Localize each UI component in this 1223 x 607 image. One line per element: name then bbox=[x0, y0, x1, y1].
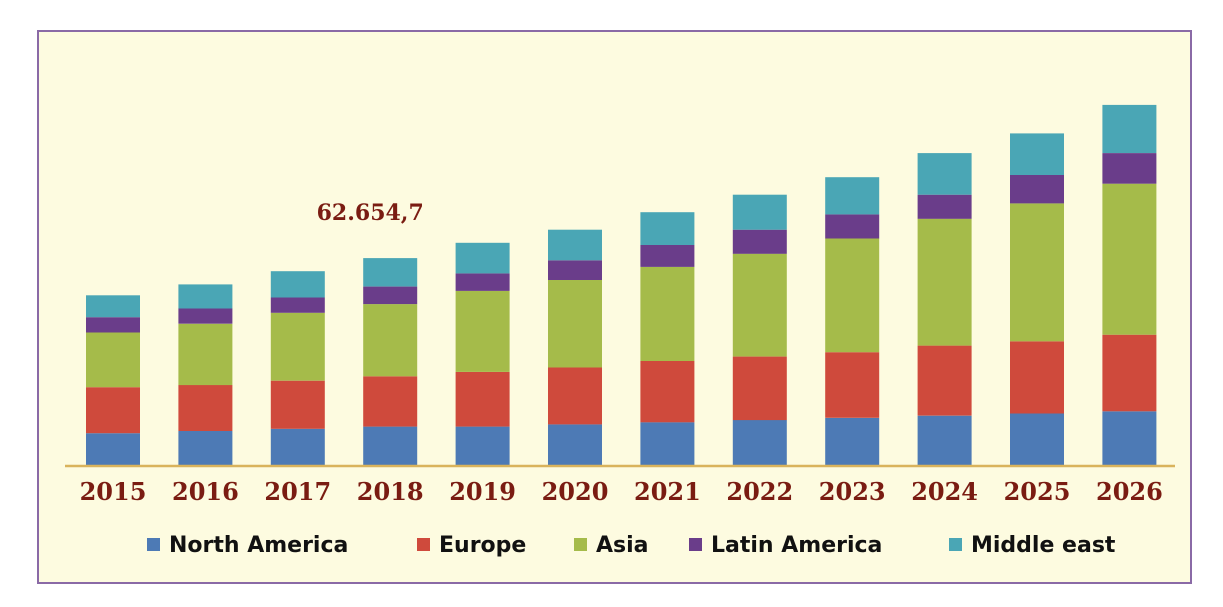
bar-2019-north-america bbox=[455, 426, 510, 466]
x-tick-label: 2020 bbox=[542, 477, 609, 506]
bar-2018-asia bbox=[363, 304, 418, 377]
bar-2015-europe bbox=[86, 387, 140, 434]
bar-2026-europe bbox=[1102, 334, 1157, 412]
bar-2018-latin-america bbox=[363, 286, 418, 305]
bar-2020-middle-east bbox=[548, 229, 602, 261]
x-tick-label: 2022 bbox=[726, 477, 793, 506]
bar-2020-north-america bbox=[548, 424, 602, 466]
bar-2021-middle-east bbox=[640, 212, 695, 245]
bar-2016-middle-east bbox=[178, 284, 233, 309]
bar-2026-middle-east bbox=[1102, 104, 1157, 153]
bar-2022-latin-america bbox=[732, 229, 787, 254]
bar-2017-latin-america bbox=[270, 297, 325, 313]
bar-2025-latin-america bbox=[1010, 175, 1064, 204]
bar-2024-europe bbox=[917, 345, 972, 416]
bar-2022-middle-east bbox=[732, 194, 787, 230]
bar-2025-asia bbox=[1010, 203, 1064, 342]
legend-swatch-north-america bbox=[147, 538, 160, 551]
x-tick-label: 2024 bbox=[911, 477, 978, 506]
stacked-bar-chart: 2015 2016 2017 2018 2019 2020 2021 2022 2023 2024… bbox=[65, 104, 1175, 558]
bar-2024-north-america bbox=[917, 415, 972, 466]
bar-2023-middle-east bbox=[825, 177, 880, 215]
x-tick-label: 2017 bbox=[264, 477, 331, 506]
bar-2021-latin-america bbox=[640, 245, 695, 267]
bar-2018-europe bbox=[363, 376, 418, 427]
legend: North America Europe Asia Latin America Midd… bbox=[147, 533, 1116, 558]
bar-2026-asia bbox=[1102, 183, 1157, 335]
bar-2022-asia bbox=[732, 253, 787, 357]
bar-2015-latin-america bbox=[86, 317, 140, 333]
x-tick-label: 2025 bbox=[1004, 477, 1071, 506]
bar-2024-middle-east bbox=[917, 153, 972, 195]
legend-swatch-middle-east bbox=[949, 538, 962, 551]
legend-swatch-europe bbox=[417, 538, 430, 551]
bar-2019-europe bbox=[455, 371, 510, 427]
bar-2021-europe bbox=[640, 361, 695, 423]
bar-2020-asia bbox=[548, 280, 602, 368]
bar-2015-middle-east bbox=[86, 295, 140, 318]
bar-2017-europe bbox=[270, 380, 325, 429]
bar-2019-latin-america bbox=[455, 273, 510, 291]
x-tick-label: 2019 bbox=[449, 477, 516, 506]
x-tick-label: 2023 bbox=[819, 477, 886, 506]
legend-swatch-asia bbox=[574, 538, 587, 551]
bar-2017-middle-east bbox=[270, 271, 325, 298]
bar-2020-europe bbox=[548, 367, 602, 425]
bar-2025-north-america bbox=[1010, 413, 1064, 466]
legend-label-north-america: North America bbox=[169, 533, 348, 558]
bar-2026-latin-america bbox=[1102, 153, 1157, 184]
x-tick-label: 2016 bbox=[172, 477, 239, 506]
bar-2023-europe bbox=[825, 352, 880, 418]
legend-label-asia: Asia bbox=[596, 533, 649, 558]
bar-2016-asia bbox=[178, 323, 233, 386]
x-tick-label: 2015 bbox=[80, 477, 147, 506]
bar-2015-asia bbox=[86, 332, 140, 388]
bar-2024-latin-america bbox=[917, 194, 972, 219]
bar-2017-north-america bbox=[270, 428, 325, 466]
legend-swatch-latin-america bbox=[689, 538, 702, 551]
bar-2015-north-america bbox=[86, 433, 140, 466]
x-tick-labels: 2015 2016 2017 2018 2019 2020 2021 2022 2023 2024… bbox=[80, 477, 1163, 506]
bar-2019-middle-east bbox=[455, 242, 510, 274]
bar-2018-north-america bbox=[363, 426, 418, 466]
bar-2025-middle-east bbox=[1010, 133, 1064, 175]
x-tick-label: 2021 bbox=[634, 477, 701, 506]
bar-2023-latin-america bbox=[825, 214, 880, 239]
bar-2021-asia bbox=[640, 266, 695, 361]
bar-2026-north-america bbox=[1102, 411, 1157, 466]
bar-2018-middle-east bbox=[363, 258, 418, 287]
bar-2016-north-america bbox=[178, 431, 233, 466]
bar-2019-asia bbox=[455, 290, 510, 372]
x-tick-label: 2018 bbox=[357, 477, 424, 506]
bar-2016-latin-america bbox=[178, 308, 233, 324]
bar-2022-europe bbox=[732, 356, 787, 421]
bar-2016-europe bbox=[178, 385, 233, 431]
chart-frame: 2015 2016 2017 2018 2019 2020 2021 2022 2023 2024… bbox=[37, 30, 1192, 584]
legend-label-latin-america: Latin America bbox=[711, 533, 882, 558]
bar-2025-europe bbox=[1010, 341, 1064, 414]
bar-2023-north-america bbox=[825, 417, 880, 466]
bar-2017-asia bbox=[270, 312, 325, 381]
bars-layer bbox=[86, 104, 1157, 466]
legend-label-middle-east: Middle east bbox=[971, 533, 1116, 558]
bar-2021-north-america bbox=[640, 422, 695, 466]
bar-2023-asia bbox=[825, 238, 880, 353]
bar-2024-asia bbox=[917, 218, 972, 346]
bar-2022-north-america bbox=[732, 420, 787, 466]
bar-2020-latin-america bbox=[548, 260, 602, 280]
x-tick-label: 2026 bbox=[1096, 477, 1163, 506]
legend-label-europe: Europe bbox=[439, 533, 526, 558]
annotation-label: 62.654,7 bbox=[317, 200, 424, 226]
